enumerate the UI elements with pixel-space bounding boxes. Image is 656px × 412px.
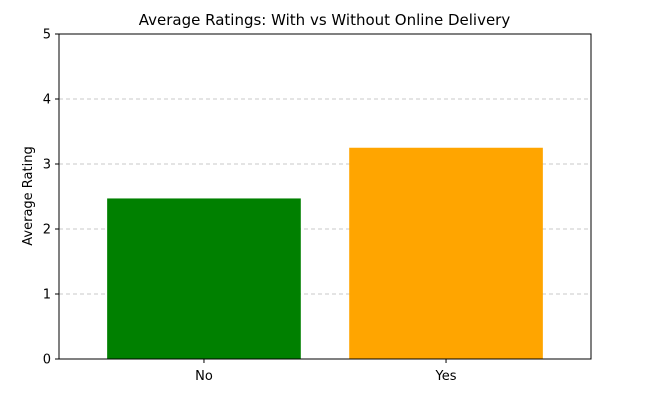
- plot-frame: [58, 33, 592, 360]
- y-tick-label: 4: [43, 93, 51, 108]
- bar-yes: [349, 147, 543, 359]
- bars: [107, 147, 543, 359]
- y-tick-label: 5: [43, 28, 51, 43]
- x-axis-ticks: No Yes: [195, 359, 457, 384]
- y-tick-label: 0: [43, 353, 51, 368]
- y-tick-label: 3: [43, 158, 51, 173]
- x-tick-label: Yes: [435, 369, 457, 384]
- y-tick-label: 2: [43, 223, 51, 238]
- x-tick-label: No: [195, 369, 213, 384]
- y-axis-label: Average Rating: [21, 146, 36, 245]
- y-axis-ticks: 0 1 2 3 4 5: [43, 28, 59, 368]
- bar-no: [107, 198, 301, 359]
- y-tick-label: 1: [43, 288, 51, 303]
- chart-title: Average Ratings: With vs Without Online …: [139, 11, 511, 29]
